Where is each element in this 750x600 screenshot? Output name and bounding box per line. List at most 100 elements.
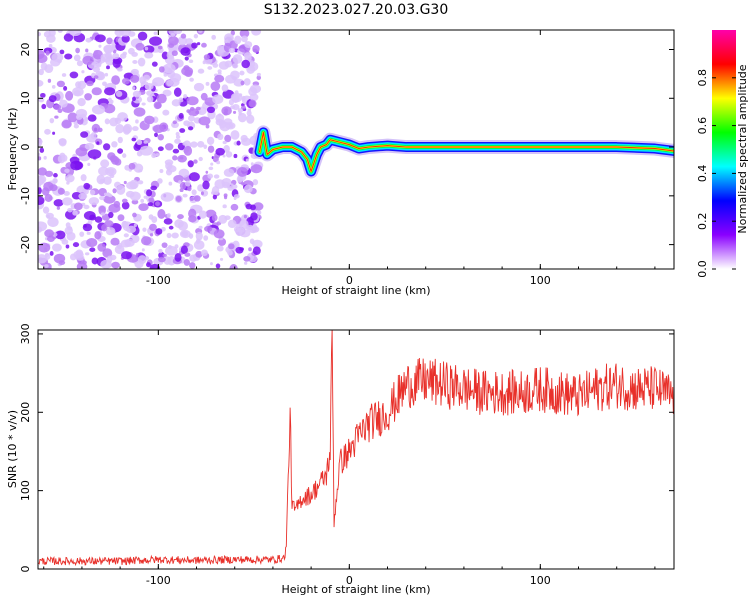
heatmap-noise-cell bbox=[75, 47, 80, 54]
heatmap-noise-cell bbox=[207, 145, 215, 153]
heatmap-noise-cell bbox=[174, 138, 181, 144]
heatmap-noise-cell bbox=[231, 183, 234, 187]
heatmap-noise-cell bbox=[99, 178, 105, 184]
heatmap-noise-cell bbox=[78, 192, 88, 200]
heatmap-noise-cell bbox=[202, 60, 206, 65]
heatmap-noise-cell bbox=[212, 94, 224, 105]
heatmap-noise-cell bbox=[41, 103, 47, 110]
heatmap-noise-cell bbox=[243, 256, 251, 262]
heatmap-noise-cell bbox=[122, 51, 127, 56]
heatmap-noise-cell bbox=[73, 90, 81, 96]
heatmap-noise-cell bbox=[216, 245, 224, 252]
heatmap-noise-cell bbox=[104, 87, 116, 96]
heatmap-noise-cell bbox=[239, 70, 245, 76]
heatmap-noise-cell bbox=[248, 247, 252, 252]
heatmap-noise-cell bbox=[184, 252, 191, 257]
heatmap-noise-cell bbox=[146, 262, 151, 268]
heatmap-noise-cell bbox=[73, 121, 78, 125]
heatmap-noise-cell bbox=[193, 195, 201, 202]
heatmap-noise-cell bbox=[249, 238, 255, 245]
heatmap-noise-cell bbox=[52, 243, 62, 252]
heatmap-noise-cell bbox=[170, 73, 182, 83]
bottom-ytick-label: 0 bbox=[19, 566, 32, 573]
heatmap-noise-cell bbox=[45, 50, 50, 56]
heatmap-noise-cell bbox=[215, 118, 225, 126]
heatmap-noise-cell bbox=[121, 34, 130, 43]
heatmap-noise-cell bbox=[135, 119, 139, 124]
heatmap-noise-cell bbox=[233, 196, 237, 201]
heatmap-noise-cell bbox=[227, 250, 233, 256]
heatmap-noise-cell bbox=[121, 251, 132, 260]
heatmap-noise-cell bbox=[167, 256, 176, 266]
heatmap-noise-cell bbox=[180, 33, 187, 39]
heatmap-noise-cell bbox=[135, 42, 145, 51]
heatmap-noise-cell bbox=[141, 248, 145, 252]
heatmap-noise-cell bbox=[57, 187, 65, 195]
heatmap-noise-cell bbox=[61, 154, 68, 162]
heatmap-noise-cell bbox=[184, 56, 189, 61]
heatmap-noise-cell bbox=[123, 180, 127, 185]
heatmap-noise-cell bbox=[94, 216, 103, 223]
heatmap-noise-cell bbox=[205, 124, 210, 129]
heatmap-noise-cell bbox=[65, 90, 74, 101]
heatmap-noise-cell bbox=[256, 72, 261, 77]
heatmap-noise-cell bbox=[137, 255, 147, 264]
heatmap-noise-cell bbox=[171, 99, 181, 107]
heatmap-noise-cell bbox=[236, 167, 248, 177]
heatmap-noise-cell bbox=[45, 212, 54, 219]
heatmap-noise-cell bbox=[137, 31, 148, 41]
heatmap-noise-cell bbox=[250, 204, 256, 211]
heatmap-noise-cell bbox=[158, 66, 165, 73]
heatmap-noise-cell bbox=[129, 191, 141, 201]
heatmap-noise-cell bbox=[214, 179, 226, 189]
top-plot-frame bbox=[37, 29, 675, 270]
heatmap-noise-cell bbox=[38, 175, 47, 184]
colorbar-bar bbox=[712, 30, 736, 269]
heatmap-noise-cell bbox=[191, 42, 198, 49]
top-ytick-label: 20 bbox=[19, 43, 32, 57]
heatmap-noise-cell bbox=[203, 54, 210, 60]
heatmap-noise-cell bbox=[97, 243, 107, 252]
heatmap-noise-cell bbox=[44, 128, 51, 135]
heatmap-noise-cell bbox=[144, 46, 149, 51]
heatmap-noise-cell bbox=[139, 145, 154, 156]
heatmap-noise-cell bbox=[161, 242, 168, 249]
bottom-y-axis-label: SNR (10 * v/v) bbox=[6, 410, 19, 488]
heatmap-noise-cell bbox=[153, 31, 158, 36]
heatmap-noise-cell bbox=[157, 256, 166, 263]
heatmap-noise-cell bbox=[215, 263, 221, 269]
heatmap-noise-cell bbox=[159, 169, 164, 174]
heatmap-noise-cell bbox=[89, 189, 96, 196]
heatmap-noise-cell bbox=[189, 77, 194, 82]
chart-title: S132.2023.027.20.03.G30 bbox=[264, 2, 449, 18]
heatmap-noise-cell bbox=[75, 114, 83, 120]
heatmap-noise-cell bbox=[59, 49, 65, 55]
heatmap-noise-cell bbox=[196, 42, 201, 46]
heatmap-noise-cell bbox=[143, 195, 148, 199]
snr-line-layer bbox=[38, 330, 674, 567]
heatmap-noise-cell bbox=[117, 136, 123, 144]
heatmap-noise-cell bbox=[201, 42, 207, 48]
heatmap-noise-cell bbox=[211, 214, 218, 222]
heatmap-noise-cell bbox=[214, 74, 225, 83]
colorbar-tick-label: 0.4 bbox=[696, 165, 709, 183]
heatmap-noise-cell bbox=[230, 70, 240, 80]
heatmap-noise-cell bbox=[243, 52, 252, 59]
heatmap-noise-cell bbox=[63, 86, 68, 91]
heatmap-noise-cell bbox=[160, 226, 166, 232]
heatmap-noise-cell bbox=[172, 148, 180, 154]
colorbar-ticks: 0.0 0.2 0.4 0.6 0.8 bbox=[696, 69, 736, 278]
heatmap-noise-cell bbox=[182, 193, 188, 198]
bottom-ytick-label: 300 bbox=[19, 323, 32, 344]
colorbar-tick-label: 0.6 bbox=[696, 117, 709, 135]
heatmap-noise-cell bbox=[154, 132, 158, 138]
heatmap-noise-cell bbox=[129, 179, 139, 190]
heatmap-noise-cell bbox=[117, 148, 124, 154]
heatmap-noise-cell bbox=[166, 165, 177, 173]
heatmap-noise-cell bbox=[96, 141, 100, 145]
heatmap-noise-cell bbox=[180, 245, 188, 255]
heatmap-noise-cell bbox=[218, 214, 228, 224]
heatmap-noise-cell bbox=[133, 107, 146, 117]
heatmap-noise-cell bbox=[104, 220, 114, 228]
